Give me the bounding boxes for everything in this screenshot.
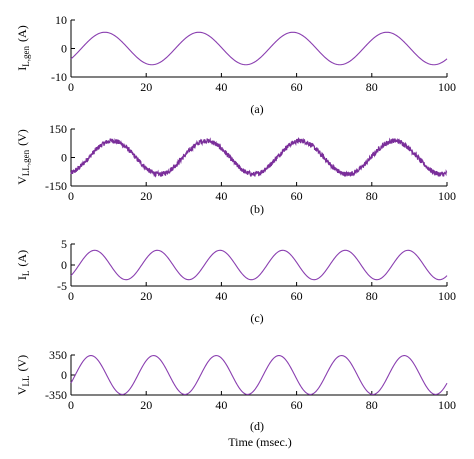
x-tick-label: 80 bbox=[366, 189, 378, 203]
y-tick-label: -5 bbox=[57, 279, 67, 293]
x-axis-label: Time (msec.) bbox=[228, 435, 292, 449]
series-line bbox=[70, 136, 448, 178]
x-tick-label: 20 bbox=[140, 80, 152, 94]
x-tick-label: 40 bbox=[215, 289, 227, 303]
series-line bbox=[70, 249, 448, 281]
x-tick-label: 100 bbox=[438, 80, 456, 94]
y-tick-label: -350 bbox=[45, 388, 67, 402]
x-tick-label: 20 bbox=[140, 189, 152, 203]
x-tick-label: 60 bbox=[291, 189, 303, 203]
y-axis-label: VLL,gen(V) bbox=[15, 129, 31, 185]
x-tick-label: 40 bbox=[215, 398, 227, 412]
x-tick-label: 100 bbox=[438, 289, 456, 303]
y-tick-label: 10 bbox=[55, 13, 67, 27]
x-tick-label: 60 bbox=[291, 80, 303, 94]
x-tick-label: 0 bbox=[68, 289, 74, 303]
panel-caption: (d) bbox=[250, 419, 264, 433]
x-tick-label: 20 bbox=[140, 289, 152, 303]
x-tick-label: 20 bbox=[140, 398, 152, 412]
panel-caption: (c) bbox=[250, 311, 263, 325]
x-tick-label: 80 bbox=[366, 398, 378, 412]
x-tick-label: 100 bbox=[438, 398, 456, 412]
y-tick-label: 0 bbox=[61, 151, 67, 165]
y-tick-label: 5 bbox=[61, 237, 67, 251]
y-axis-label: IL,gen(A) bbox=[15, 25, 31, 70]
x-tick-label: 80 bbox=[366, 80, 378, 94]
x-tick-label: 60 bbox=[291, 398, 303, 412]
panel-caption: (b) bbox=[250, 202, 264, 216]
y-axis-label: VLL(V) bbox=[15, 355, 31, 395]
y-tick-label: 0 bbox=[61, 42, 67, 56]
panel-caption: (a) bbox=[250, 102, 263, 116]
y-tick-label: -150 bbox=[45, 179, 67, 193]
x-tick-label: 80 bbox=[366, 289, 378, 303]
x-tick-label: 40 bbox=[215, 189, 227, 203]
x-tick-label: 60 bbox=[291, 289, 303, 303]
x-tick-label: 0 bbox=[68, 189, 74, 203]
x-tick-label: 0 bbox=[68, 398, 74, 412]
series-line bbox=[70, 31, 448, 66]
y-tick-label: 150 bbox=[49, 122, 67, 136]
x-tick-label: 100 bbox=[438, 189, 456, 203]
y-axis-label: IL(A) bbox=[15, 250, 31, 280]
x-tick-label: 0 bbox=[68, 80, 74, 94]
y-tick-label: -10 bbox=[51, 70, 67, 84]
y-tick-label: 0 bbox=[61, 368, 67, 382]
series-line bbox=[70, 355, 448, 395]
x-tick-label: 40 bbox=[215, 80, 227, 94]
y-tick-label: 350 bbox=[49, 348, 67, 362]
y-tick-label: 0 bbox=[61, 258, 67, 272]
